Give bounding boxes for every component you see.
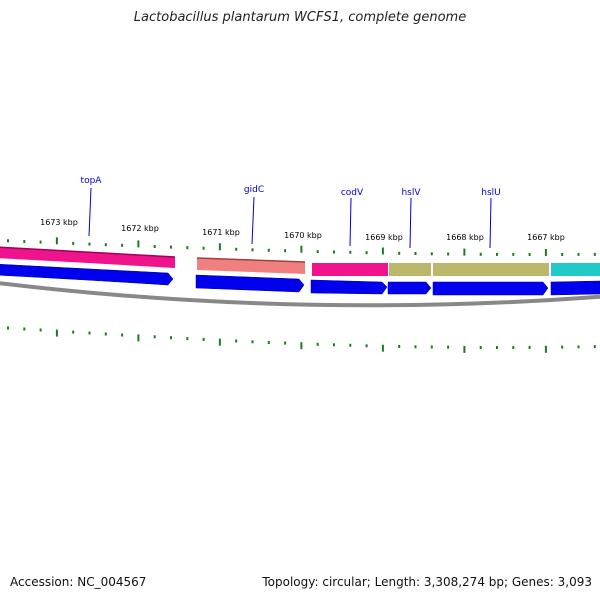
gene-label-hslV: hslV — [401, 188, 421, 198]
cds-arrow-6 — [550, 280, 600, 296]
gene-segment-gidC-shade — [196, 257, 306, 263]
gene-segment-next — [551, 263, 600, 276]
gene-leader-hslU — [489, 197, 492, 249]
gene-segment-hslU — [433, 263, 549, 276]
kbp-label-1667: 1667 kbp — [527, 233, 565, 242]
kbp-label-1670: 1670 kbp — [284, 231, 322, 240]
backbone-ring — [0, 281, 600, 308]
gene-segment-topA-shade — [0, 246, 176, 258]
gene-label-codV: codV — [341, 188, 364, 198]
kbp-label-1673: 1673 kbp — [40, 218, 78, 227]
genome-summary: Topology: circular; Length: 3,308,274 bp… — [262, 575, 592, 589]
gene-label-topA: topA — [81, 176, 103, 186]
cds-arrow-3 — [310, 279, 388, 295]
gene-segment-hslV — [389, 263, 431, 276]
cds-arrow-2 — [195, 274, 305, 293]
cds-arrow-4 — [387, 281, 432, 295]
gene-segment-topA — [0, 247, 175, 268]
kbp-label-1668: 1668 kbp — [446, 233, 484, 242]
gene-leader-hslV — [409, 197, 412, 249]
outer-tick-marks — [7, 237, 596, 256]
cds-arrow-5 — [432, 281, 549, 296]
gene-segment-codV — [312, 263, 388, 276]
kbp-label-1671: 1671 kbp — [202, 228, 240, 237]
kbp-label-1669: 1669 kbp — [365, 233, 403, 242]
gene-label-hslU: hslU — [481, 188, 500, 198]
map-title: Lactobacillus plantarum WCFS1, complete … — [133, 10, 467, 25]
gene-label-gidC: gidC — [244, 185, 264, 195]
accession-label: Accession: NC_004567 — [10, 575, 147, 589]
gene-leader-codV — [349, 197, 352, 247]
kbp-label-1672: 1672 kbp — [121, 224, 159, 233]
gene-segment-gidC — [197, 258, 305, 274]
cds-arrow-1 — [0, 264, 174, 286]
gene-leader-topA — [88, 187, 92, 237]
inner-tick-marks — [7, 326, 596, 353]
gene-leader-gidC — [251, 196, 255, 245]
